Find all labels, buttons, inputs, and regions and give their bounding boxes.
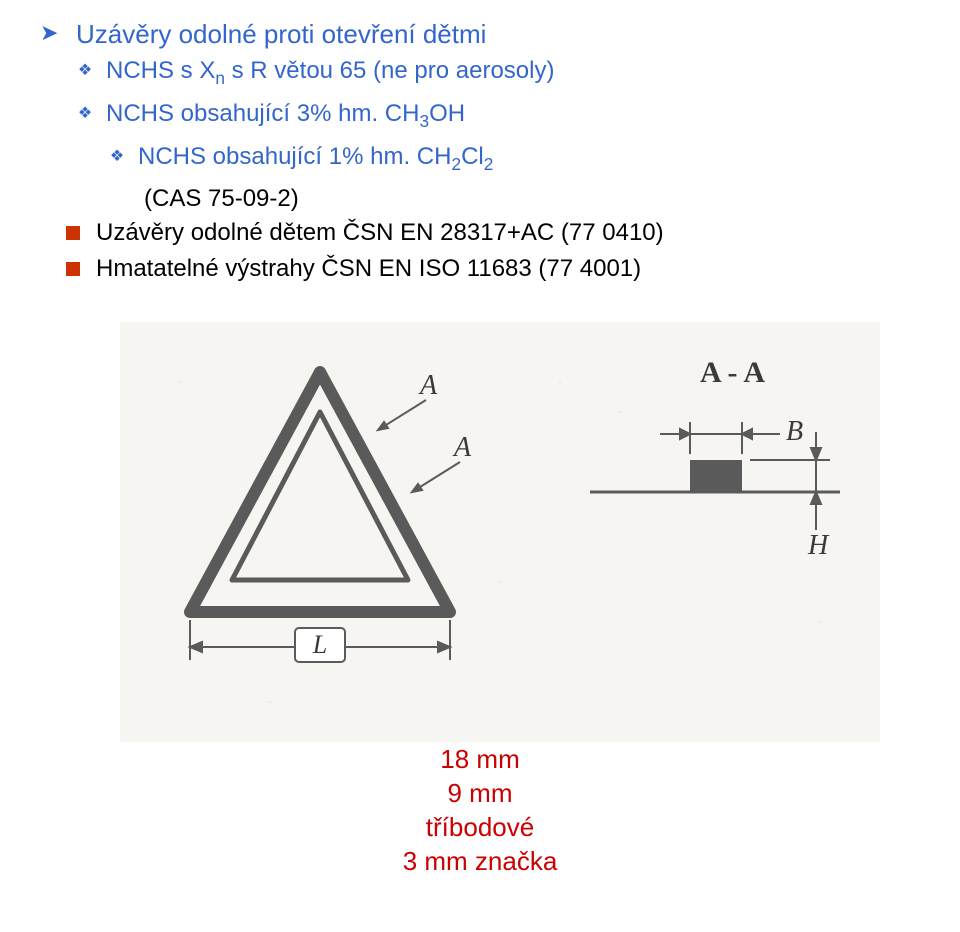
legend-block: 18 mm 9 mm tříbodové 3 mm značka xyxy=(40,742,920,878)
legend-line-1: 18 mm xyxy=(40,742,920,776)
cas-line: (CAS 75-09-2) xyxy=(144,184,920,214)
b2-post: OH xyxy=(429,100,465,127)
diagram-label-h: H xyxy=(807,530,830,561)
diagram-label-a-upper: A xyxy=(418,370,438,401)
arrow-bullet-icon: ➤ xyxy=(40,18,62,48)
bullet-item-1: NCHS s Xn s R větou 65 (ne pro aerosoly) xyxy=(106,56,554,93)
b1-post: s R větou 65 (ne pro aerosoly) xyxy=(225,57,555,84)
diagram-label-b: B xyxy=(786,416,803,447)
b1-sub: n xyxy=(215,68,225,88)
diagram-label-aa: A - A xyxy=(700,356,765,389)
diamond-bullet-icon: ❖ xyxy=(76,56,94,86)
square-bullet-icon xyxy=(66,226,80,240)
page-title: Uzávěry odolné proti otevření dětmi xyxy=(76,18,486,50)
diamond-bullet-icon: ❖ xyxy=(108,142,126,172)
bullet-item-3: NCHS obsahující 1% hm. CH2Cl2 xyxy=(138,142,493,179)
diagram-label-a-lower: A xyxy=(452,432,472,463)
b1-pre: NCHS s X xyxy=(106,57,215,84)
red-bullet-1: Uzávěry odolné dětem ČSN EN 28317+AC (77… xyxy=(96,218,664,248)
diamond-bullet-icon: ❖ xyxy=(76,99,94,129)
b3-pre: NCHS obsahující 1% hm. CH xyxy=(138,143,451,170)
b3-sub1: 2 xyxy=(451,153,461,173)
legend-line-2: 9 mm xyxy=(40,776,920,810)
bullet-item-2: NCHS obsahující 3% hm. CH3OH xyxy=(106,99,465,136)
b3-mid: Cl xyxy=(461,143,484,170)
legend-line-3: tříbodové xyxy=(40,810,920,844)
square-bullet-icon xyxy=(66,262,80,276)
diagram-label-l: L xyxy=(312,630,327,659)
legend-line-4: 3 mm značka xyxy=(40,844,920,878)
red-bullet-2: Hmatatelné výstrahy ČSN EN ISO 11683 (77… xyxy=(96,254,641,284)
technical-diagram: A A L A - A xyxy=(120,322,880,742)
b2-pre: NCHS obsahující 3% hm. CH xyxy=(106,100,419,127)
b3-sub2: 2 xyxy=(484,153,494,173)
b2-sub: 3 xyxy=(419,111,429,131)
